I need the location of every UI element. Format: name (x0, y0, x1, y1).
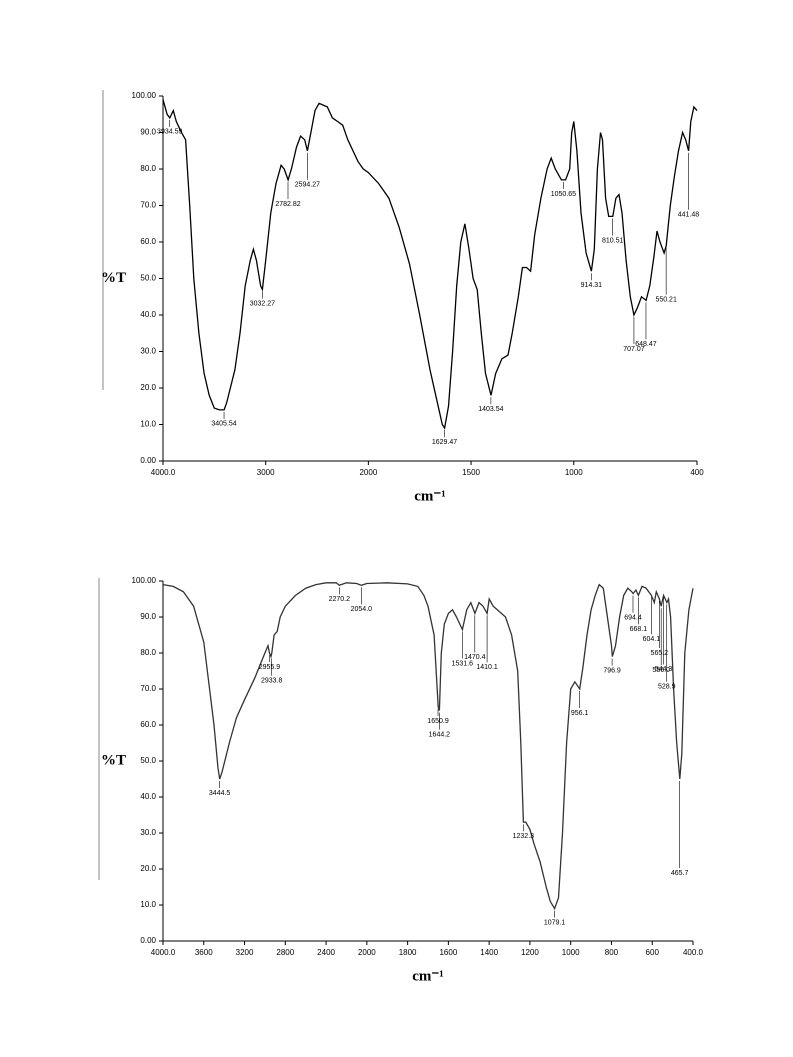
x-axis-label: cm⁻¹ (412, 968, 444, 984)
x-tick-label: 1000 (562, 948, 580, 957)
y-axis-label: %T (101, 270, 126, 286)
peak-label: 2270.2 (329, 596, 351, 603)
x-tick-label: 600 (646, 948, 660, 957)
peak-label: 544.3 (655, 666, 673, 673)
x-tick-label: 2000 (358, 948, 376, 957)
x-tick-label: 1800 (399, 948, 417, 957)
peak-label: 1650.9 (427, 718, 449, 725)
peak-label: 694.4 (624, 614, 642, 621)
y-tick-label: 10.0 (140, 420, 156, 429)
peak-label: 3032.27 (250, 300, 275, 307)
x-axis-label: cm⁻¹ (414, 488, 446, 504)
x-tick-label: 400.0 (683, 948, 704, 957)
peak-label: 2054.0 (351, 606, 373, 613)
y-tick-label: 70.0 (140, 684, 156, 693)
x-tick-label: 2800 (276, 948, 294, 957)
x-tick-label: 400 (690, 468, 704, 477)
peak-label: 1470.4 (464, 654, 486, 661)
y-tick-label: 20.0 (140, 864, 156, 873)
peak-label: 604.1 (643, 636, 661, 643)
x-tick-label: 1500 (462, 468, 480, 477)
peak-label: 3444.5 (209, 790, 231, 797)
peak-label: 1232.3 (513, 833, 535, 840)
spectrum-line (162, 582, 694, 911)
x-tick-label: 1000 (565, 468, 583, 477)
y-tick-label: 50.0 (140, 274, 156, 283)
y-tick-label: 10.0 (140, 900, 156, 909)
x-tick-label: 1600 (439, 948, 457, 957)
y-tick-label: 100.00 (132, 576, 157, 585)
y-axis-label: %T (101, 752, 126, 768)
y-tick-label: 0.00 (140, 456, 156, 465)
peak-label: 810.51 (602, 237, 624, 244)
x-tick-label: 800 (605, 948, 619, 957)
y-tick-label: 40.0 (140, 310, 156, 319)
x-tick-label: 2400 (317, 948, 335, 957)
x-tick-label: 3600 (195, 948, 213, 957)
y-tick-label: 60.0 (140, 237, 156, 246)
peak-label: 914.31 (581, 282, 603, 289)
peak-label: 1629.47 (432, 439, 457, 446)
x-tick-label: 1200 (521, 948, 539, 957)
x-tick-label: 4000.0 (151, 948, 176, 957)
peak-label: 528.9 (658, 683, 676, 690)
peak-label: 3405.54 (211, 421, 236, 428)
peak-label: 2594.27 (295, 182, 320, 189)
x-tick-label: 1400 (480, 948, 498, 957)
peak-label: 550.21 (655, 296, 677, 303)
peak-label: 668.1 (630, 626, 648, 633)
peak-label: 441.48 (678, 212, 700, 219)
y-tick-label: 70.0 (140, 201, 156, 210)
peak-label: 707.07 (623, 346, 645, 353)
y-tick-label: 0.00 (140, 936, 156, 945)
peak-label: 1079.1 (544, 919, 566, 926)
x-tick-label: 2000 (359, 468, 377, 477)
peak-label: 1410.1 (476, 664, 498, 671)
y-tick-label: 40.0 (140, 792, 156, 801)
peak-label: 2782.82 (275, 201, 300, 208)
y-tick-label: 30.0 (140, 347, 156, 356)
peak-label: 465.7 (671, 870, 689, 877)
peak-label: 565.2 (651, 650, 669, 657)
y-tick-label: 100.00 (132, 91, 157, 100)
y-tick-label: 90.0 (140, 128, 156, 137)
y-tick-label: 60.0 (140, 720, 156, 729)
peak-label: 796.9 (603, 667, 621, 674)
peak-label: 1644.2 (429, 731, 451, 738)
y-tick-label: 50.0 (140, 756, 156, 765)
x-tick-label: 3200 (236, 948, 254, 957)
y-tick-label: 20.0 (140, 383, 156, 392)
peak-label: 2955.9 (259, 664, 281, 671)
peak-label: 3934.59 (157, 129, 182, 136)
peak-label: 648.47 (635, 341, 657, 348)
peak-label: 1050.65 (551, 191, 576, 198)
x-tick-label: 3000 (257, 468, 275, 477)
y-tick-label: 90.0 (140, 612, 156, 621)
peak-label: 2933.8 (261, 677, 283, 684)
x-tick-label: 4000.0 (151, 468, 176, 477)
y-tick-label: 30.0 (140, 828, 156, 837)
y-tick-label: 80.0 (140, 648, 156, 657)
peak-label: 556.0 (652, 667, 670, 674)
peak-label: 956.1 (571, 710, 589, 717)
peak-label: 1531.6 (452, 660, 474, 667)
y-tick-label: 80.0 (140, 164, 156, 173)
peak-label: 1403.54 (478, 406, 503, 413)
spectrum-line (162, 99, 698, 430)
